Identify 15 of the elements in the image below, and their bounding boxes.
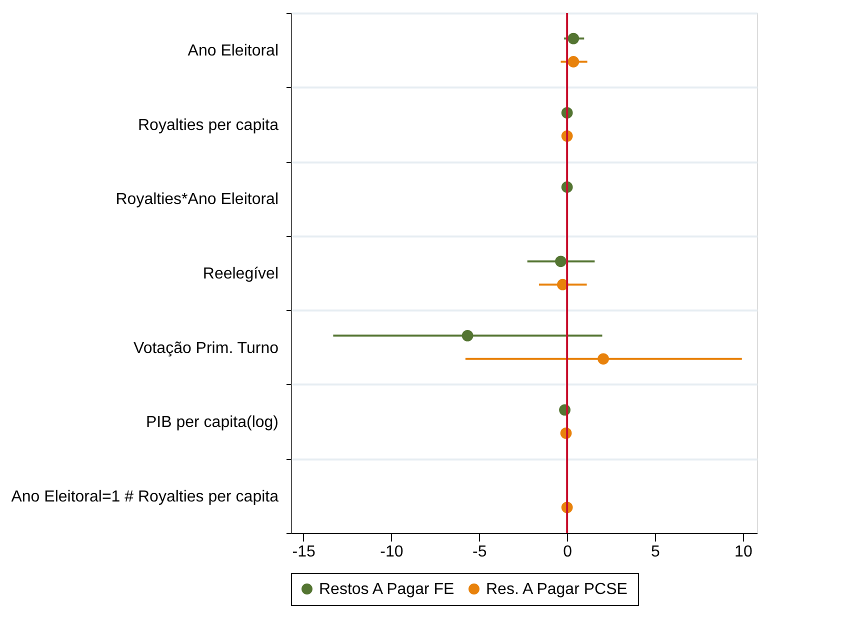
- x-tick-label: -15: [292, 544, 316, 560]
- y-tick-label: Royalties*Ano Eleitoral: [116, 191, 278, 208]
- x-tick-label: 10: [734, 544, 752, 560]
- y-tick-label: Royalties per capita: [138, 116, 279, 134]
- legend-label: Restos A Pagar FE: [319, 581, 454, 598]
- y-tick-label: Ano Eleitoral=1 # Royalties per capita: [11, 488, 279, 506]
- x-tick-label: 5: [651, 544, 660, 560]
- legend-label: Res. A Pagar PCSE: [486, 581, 628, 598]
- y-tick-label: Votação Prim. Turno: [134, 340, 279, 357]
- x-tick-label: -10: [380, 544, 404, 560]
- x-tick-label: -5: [472, 544, 487, 560]
- x-tick-label: 0: [563, 544, 572, 560]
- y-tick-label: Ano Eleitoral: [188, 42, 278, 60]
- y-tick-label: PIB per capita(log): [146, 414, 278, 432]
- y-tick-label: Reelegível: [202, 266, 278, 282]
